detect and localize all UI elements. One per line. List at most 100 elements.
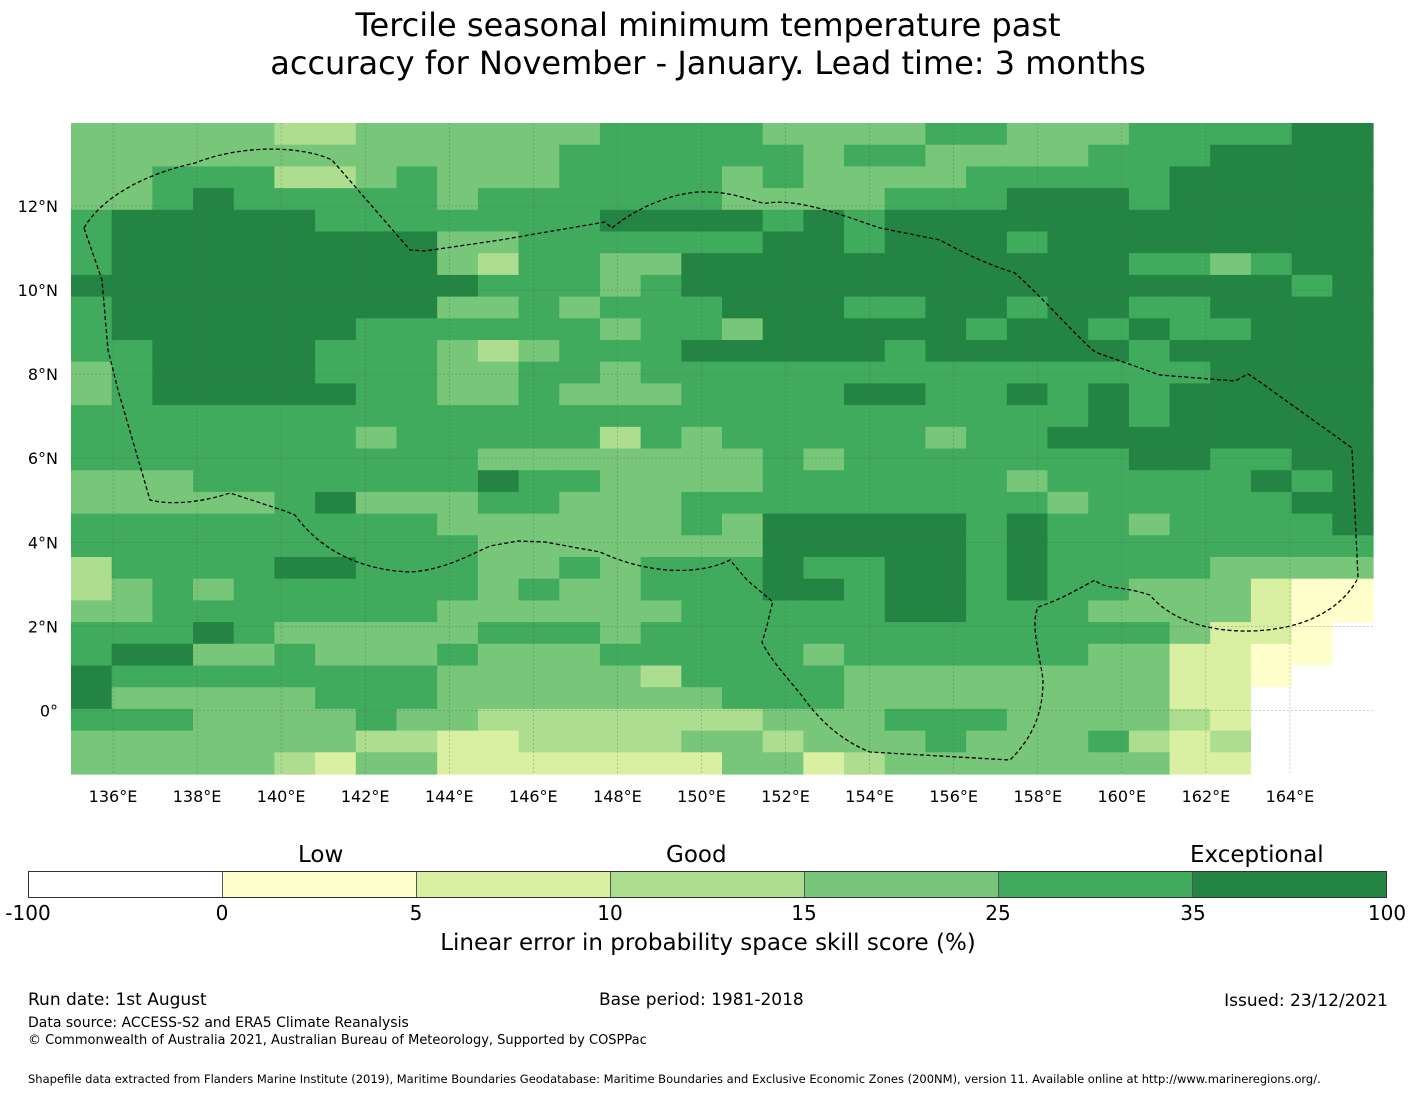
longitude-label: 146°E bbox=[509, 787, 558, 806]
grid-cell bbox=[599, 600, 642, 623]
grid-cell bbox=[518, 231, 560, 254]
grid-cell bbox=[925, 578, 967, 601]
grid-cell bbox=[1291, 166, 1333, 189]
grid-cell bbox=[71, 166, 113, 189]
grid-cell bbox=[437, 622, 479, 645]
grid-cell bbox=[315, 578, 357, 601]
grid-cell bbox=[71, 513, 113, 536]
grid-cell bbox=[966, 296, 1008, 319]
grid-cell bbox=[1006, 708, 1049, 732]
grid-cell bbox=[1088, 123, 1130, 146]
grid-cell bbox=[274, 687, 316, 710]
grid-cell bbox=[1210, 426, 1252, 450]
grid-cell bbox=[1291, 231, 1333, 254]
grid-cell bbox=[274, 405, 316, 428]
grid-cell bbox=[1291, 253, 1333, 276]
grid-cell bbox=[1250, 296, 1293, 319]
longitude-label: 136°E bbox=[89, 787, 138, 806]
grid-cell bbox=[1047, 231, 1089, 254]
grid-cell bbox=[1088, 383, 1130, 406]
grid-cell bbox=[111, 687, 153, 710]
grid-cell bbox=[1128, 274, 1171, 298]
grid-cell bbox=[559, 123, 601, 146]
grid-cell bbox=[71, 600, 113, 623]
grid-cell bbox=[1169, 405, 1211, 428]
grid-cell bbox=[722, 708, 764, 732]
grid-cell bbox=[1088, 318, 1130, 341]
grid-cell bbox=[1169, 578, 1211, 601]
grid-cell bbox=[111, 622, 153, 645]
grid-cell bbox=[355, 188, 398, 211]
grid-cell bbox=[152, 144, 194, 167]
grid-cell bbox=[477, 535, 520, 558]
grid-cell bbox=[1169, 361, 1211, 384]
grid-cell bbox=[1291, 209, 1333, 233]
grid-cell bbox=[1169, 687, 1211, 710]
grid-cell bbox=[1169, 665, 1211, 688]
colorbar-segment bbox=[417, 872, 611, 897]
grid-cell bbox=[477, 361, 520, 384]
grid-cell bbox=[559, 405, 601, 428]
grid-cell bbox=[1006, 144, 1049, 167]
colorbar-segment bbox=[1193, 872, 1386, 897]
grid-cell bbox=[1332, 730, 1374, 753]
grid-cell bbox=[193, 166, 235, 189]
grid-cell bbox=[803, 491, 845, 515]
grid-cell bbox=[640, 730, 682, 753]
grid-cell bbox=[1088, 491, 1130, 515]
grid-cell bbox=[884, 361, 927, 384]
grid-cell bbox=[1210, 665, 1252, 688]
grid-cell bbox=[355, 166, 398, 189]
grid-cell bbox=[1047, 123, 1089, 146]
grid-cell bbox=[1047, 687, 1089, 710]
grid-cell bbox=[1088, 622, 1130, 645]
grid-cell bbox=[111, 123, 153, 146]
grid-cell bbox=[1088, 687, 1130, 710]
grid-cell bbox=[1250, 491, 1293, 515]
grid-cell bbox=[844, 340, 886, 363]
grid-cell bbox=[396, 752, 438, 775]
colorbar-label: Linear error in probability space skill … bbox=[440, 930, 976, 956]
grid-cell bbox=[1128, 470, 1171, 493]
grid-cell bbox=[193, 296, 235, 319]
grid-cell bbox=[640, 665, 682, 688]
grid-cell bbox=[518, 253, 560, 276]
grid-cell bbox=[233, 296, 276, 319]
grid-cell bbox=[396, 557, 438, 580]
grid-cell bbox=[640, 274, 682, 298]
grid-cell bbox=[233, 622, 276, 645]
grid-cell bbox=[193, 405, 235, 428]
grid-cell bbox=[966, 188, 1008, 211]
colorbar-segment bbox=[611, 872, 805, 897]
grid-cell bbox=[681, 491, 723, 515]
grid-cell bbox=[803, 622, 845, 645]
grid-cell bbox=[518, 730, 560, 753]
grid-cell bbox=[599, 383, 642, 406]
grid-cell bbox=[71, 383, 113, 406]
grid-cell bbox=[315, 405, 357, 428]
grid-cell bbox=[1291, 340, 1333, 363]
grid-cell bbox=[1006, 535, 1049, 558]
grid-cell bbox=[152, 557, 194, 580]
grid-cell bbox=[315, 600, 357, 623]
grid-cell bbox=[599, 318, 642, 341]
grid-cell bbox=[559, 253, 601, 276]
grid-cell bbox=[1006, 209, 1049, 233]
grid-cell bbox=[437, 166, 479, 189]
grid-cell bbox=[152, 578, 194, 601]
grid-cell bbox=[233, 708, 276, 732]
grid-cell bbox=[559, 274, 601, 298]
grid-cell bbox=[518, 405, 560, 428]
grid-cell bbox=[599, 166, 642, 189]
grid-cell bbox=[925, 274, 967, 298]
grid-cell bbox=[844, 513, 886, 536]
grid-cell bbox=[1006, 253, 1049, 276]
grid-cell bbox=[355, 752, 398, 775]
grid-cell bbox=[803, 687, 845, 710]
grid-cell bbox=[1047, 491, 1089, 515]
grid-cell bbox=[681, 296, 723, 319]
grid-cell bbox=[722, 405, 764, 428]
grid-cell bbox=[1332, 253, 1374, 276]
grid-cell bbox=[844, 296, 886, 319]
grid-cell bbox=[559, 426, 601, 450]
